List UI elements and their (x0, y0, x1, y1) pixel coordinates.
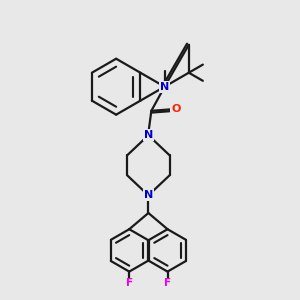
Text: N: N (144, 130, 153, 140)
Text: N: N (144, 190, 153, 200)
Text: F: F (126, 278, 133, 288)
Text: N: N (160, 82, 169, 92)
Text: O: O (171, 104, 181, 114)
Text: F: F (164, 278, 171, 288)
